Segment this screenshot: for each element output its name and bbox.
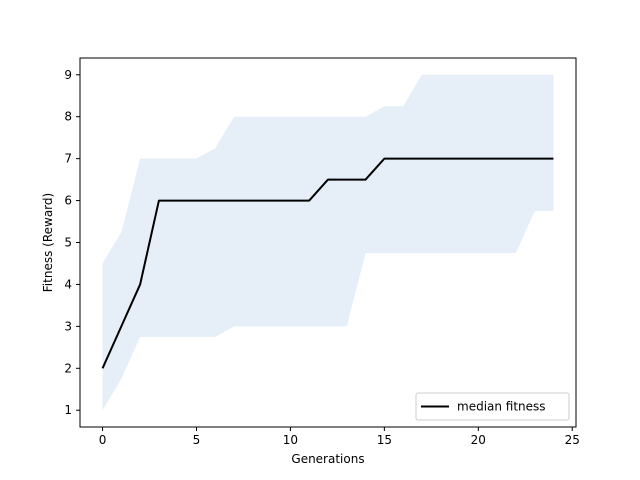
legend-box (415, 392, 570, 421)
y-axis-label: Fitness (Reward) (41, 193, 55, 292)
x-tick-label: 20 (471, 433, 486, 447)
x-tick-label: 5 (193, 433, 201, 447)
x-tick-label: 10 (283, 433, 298, 447)
y-tick-label: 6 (64, 194, 72, 208)
y-tick-label: 9 (64, 68, 72, 82)
x-tick-label: 15 (377, 433, 392, 447)
median-line-layer (101, 157, 554, 369)
y-tick-label: 8 (64, 110, 72, 124)
y-tick-label: 3 (64, 319, 72, 333)
x-tick-label: 0 (99, 433, 107, 447)
median-fitness-line (101, 157, 554, 369)
x-axis-label: Generations (291, 452, 364, 466)
y-tick-label: 7 (64, 152, 72, 166)
y-tick-label: 5 (64, 236, 72, 250)
y-tick-label: 1 (64, 403, 72, 417)
x-tick-label: 25 (565, 433, 580, 447)
x-axis-ticks: 0 5 10 15 20 25 (99, 427, 580, 447)
y-axis-ticks: 1 2 3 4 5 6 7 8 9 (64, 68, 80, 417)
y-tick-label: 2 (64, 361, 72, 375)
legend-label-median-fitness: median fitness (457, 400, 546, 414)
y-tick-label: 4 (64, 277, 72, 291)
legend: median fitness (415, 392, 570, 421)
